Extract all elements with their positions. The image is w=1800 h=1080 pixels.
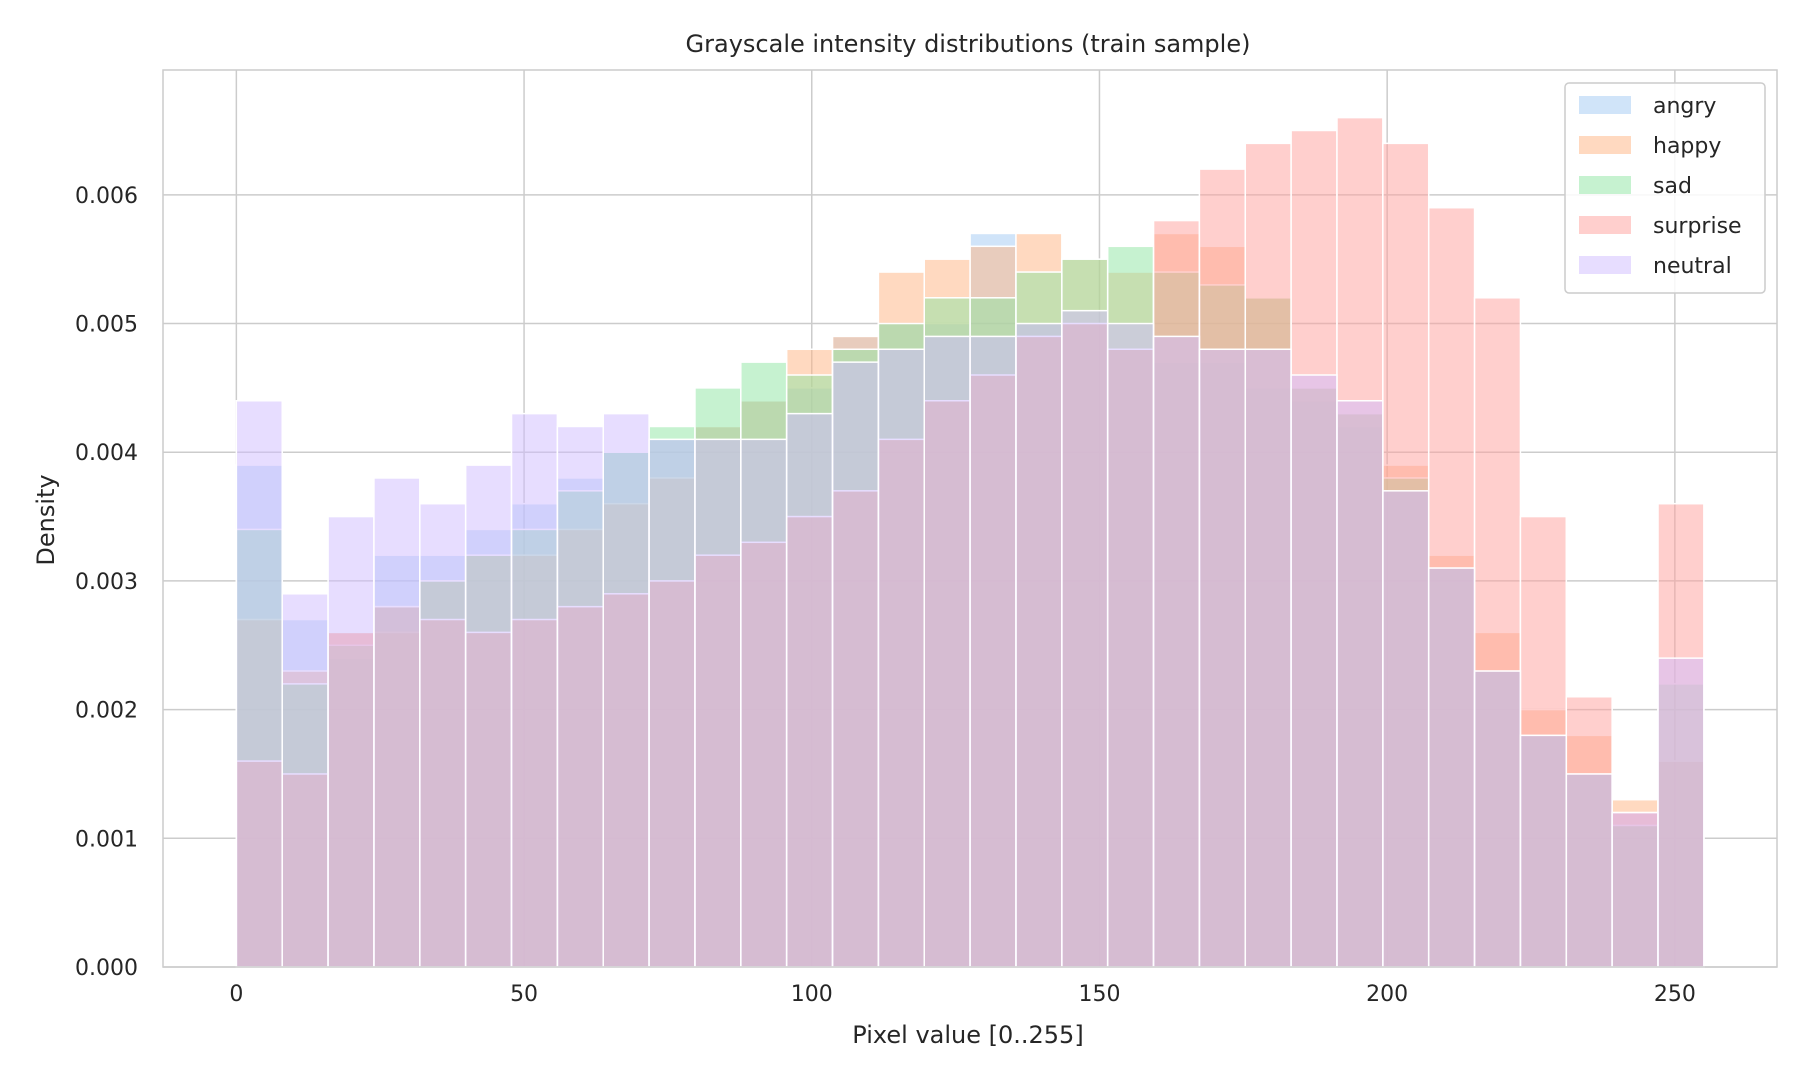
x-axis-ticks: 0 50 100 150 200 250: [229, 982, 1696, 1007]
bar-neutral: [831, 361, 880, 968]
bar-neutral: [969, 335, 1017, 968]
y-tick-label: 0.000: [75, 956, 138, 981]
bar-neutral: [373, 477, 421, 968]
bar-neutral: [1473, 670, 1522, 968]
y-tick-label: 0.004: [75, 441, 138, 466]
legend-label: angry: [1653, 94, 1716, 119]
x-tick-label: 250: [1654, 982, 1696, 1007]
bar-neutral: [602, 412, 650, 968]
y-axis-label: Density: [32, 474, 60, 565]
bar-neutral: [1015, 322, 1063, 968]
x-tick-label: 150: [1078, 982, 1120, 1007]
bars: [235, 116, 1705, 968]
legend-swatch: [1579, 216, 1631, 234]
y-tick-label: 0.005: [75, 313, 138, 338]
x-tick-label: 50: [510, 982, 538, 1007]
x-tick-label: 100: [791, 982, 833, 1007]
legend-label: neutral: [1653, 254, 1732, 279]
x-tick-label: 200: [1366, 982, 1408, 1007]
series-neutral: [235, 309, 1705, 968]
bar-neutral: [556, 425, 604, 968]
bar-neutral: [510, 412, 559, 968]
bar-neutral: [1106, 322, 1155, 968]
bar-neutral: [1427, 567, 1476, 968]
bar-neutral: [327, 515, 375, 968]
bar-neutral: [740, 438, 788, 968]
legend-swatch: [1579, 256, 1631, 274]
y-tick-label: 0.006: [75, 184, 138, 209]
bar-neutral: [1657, 657, 1705, 968]
bar-neutral: [648, 438, 696, 968]
bar-neutral: [923, 335, 971, 968]
legend-swatch: [1579, 176, 1631, 194]
y-tick-label: 0.003: [75, 570, 138, 595]
legend-label: happy: [1653, 134, 1721, 159]
bar-neutral: [877, 348, 926, 968]
bar-neutral: [785, 412, 834, 968]
bar-neutral: [1152, 335, 1201, 968]
legend-label: sad: [1653, 174, 1692, 199]
y-axis-ticks: 0.000 0.001 0.002 0.003 0.004 0.005 0.006: [75, 184, 138, 981]
bar-neutral: [1336, 399, 1384, 968]
bar-neutral: [1565, 773, 1613, 968]
bar-neutral: [1611, 811, 1659, 968]
bar-neutral: [1244, 348, 1292, 968]
bar-neutral: [1382, 490, 1430, 968]
legend: angry happy sad surprise neutral: [1564, 82, 1766, 294]
plot-frame: [162, 69, 1778, 968]
legend-label: surprise: [1653, 214, 1742, 239]
legend-swatch: [1579, 96, 1631, 114]
bar-neutral: [464, 464, 513, 968]
bar-neutral: [281, 593, 329, 968]
bar-neutral: [1290, 374, 1338, 968]
bar-neutral: [1198, 348, 1247, 968]
legend-swatch: [1579, 136, 1631, 154]
y-tick-label: 0.002: [75, 699, 138, 724]
bar-neutral: [1519, 734, 1568, 968]
legend-box: [1564, 82, 1766, 294]
chart-title: Grayscale intensity distributions (train…: [686, 30, 1251, 58]
bar-neutral: [694, 438, 742, 968]
bar-neutral: [1061, 309, 1109, 968]
x-axis-label: Pixel value [0..255]: [852, 1021, 1083, 1049]
y-tick-label: 0.001: [75, 827, 138, 852]
bar-neutral: [419, 502, 467, 968]
bar-neutral: [235, 399, 283, 968]
x-tick-label: 0: [229, 982, 243, 1007]
